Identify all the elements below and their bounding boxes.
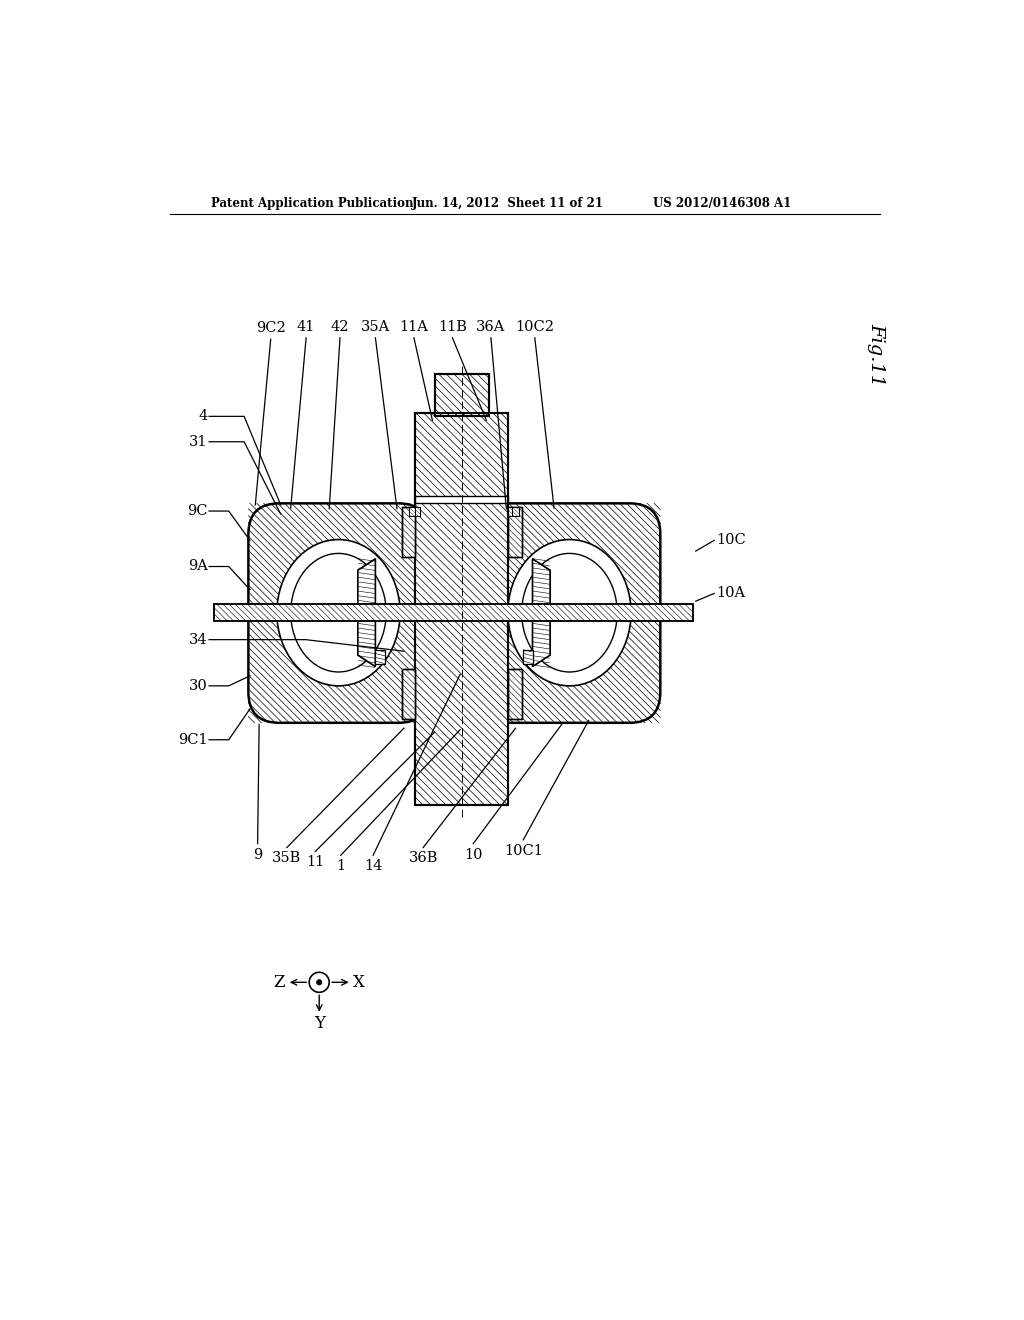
Bar — [214, 605, 692, 622]
Ellipse shape — [291, 553, 386, 672]
Bar — [435, 374, 488, 416]
Text: 10C: 10C — [716, 533, 745, 548]
Text: 41: 41 — [297, 319, 315, 334]
Text: 11: 11 — [306, 855, 325, 870]
Bar — [401, 669, 416, 719]
Text: 34: 34 — [189, 632, 208, 647]
Bar — [416, 412, 508, 805]
Bar — [508, 669, 521, 719]
Text: 10C2: 10C2 — [515, 319, 554, 334]
Text: Jun. 14, 2012  Sheet 11 of 21: Jun. 14, 2012 Sheet 11 of 21 — [412, 197, 603, 210]
Text: 30: 30 — [188, 678, 208, 693]
Bar — [512, 507, 518, 516]
Text: 9C2: 9C2 — [256, 322, 286, 335]
Text: 14: 14 — [364, 859, 382, 873]
Bar — [410, 507, 416, 516]
Text: Patent Application Publication: Patent Application Publication — [211, 197, 414, 210]
Bar — [416, 412, 508, 805]
Text: 36B: 36B — [409, 851, 438, 866]
Bar — [523, 649, 532, 664]
Bar — [416, 507, 420, 516]
Text: 31: 31 — [189, 434, 208, 449]
Bar — [416, 412, 508, 805]
Text: 35B: 35B — [272, 851, 301, 866]
Bar — [435, 374, 488, 416]
Text: X: X — [353, 974, 366, 991]
Bar — [410, 507, 416, 516]
Text: 1: 1 — [336, 859, 345, 873]
Text: 11A: 11A — [399, 319, 428, 334]
Text: US 2012/0146308 A1: US 2012/0146308 A1 — [652, 197, 791, 210]
Bar — [376, 649, 385, 664]
Ellipse shape — [276, 540, 400, 686]
Bar — [401, 507, 416, 557]
Bar — [214, 605, 692, 622]
Text: 10C1: 10C1 — [504, 843, 543, 858]
Bar — [376, 649, 385, 664]
Text: 9: 9 — [253, 847, 262, 862]
Bar — [401, 669, 416, 719]
Text: Z: Z — [273, 974, 285, 991]
Circle shape — [316, 979, 322, 985]
Bar — [508, 507, 521, 557]
Text: 10: 10 — [464, 847, 482, 862]
FancyBboxPatch shape — [479, 503, 660, 723]
Bar — [512, 507, 518, 516]
Circle shape — [309, 973, 330, 993]
Bar — [508, 507, 512, 516]
Text: 9C1: 9C1 — [178, 733, 208, 747]
FancyBboxPatch shape — [249, 503, 429, 723]
Bar — [416, 507, 420, 516]
Bar — [523, 649, 532, 664]
Text: 35A: 35A — [360, 319, 390, 334]
Text: 4: 4 — [199, 409, 208, 424]
Text: Y: Y — [313, 1015, 325, 1032]
Bar — [508, 669, 521, 719]
Text: 9A: 9A — [187, 560, 208, 573]
Text: 36A: 36A — [476, 319, 506, 334]
Bar — [401, 507, 416, 557]
Text: 11B: 11B — [438, 319, 467, 334]
Text: 9C: 9C — [187, 504, 208, 517]
Polygon shape — [532, 558, 550, 667]
Polygon shape — [357, 558, 376, 667]
Bar — [508, 507, 521, 557]
Ellipse shape — [508, 540, 631, 686]
Text: Fig.11: Fig.11 — [867, 323, 885, 387]
Bar — [508, 507, 512, 516]
Bar — [416, 496, 508, 503]
Ellipse shape — [521, 553, 617, 672]
Text: 42: 42 — [331, 319, 349, 334]
Text: 10A: 10A — [716, 586, 744, 601]
